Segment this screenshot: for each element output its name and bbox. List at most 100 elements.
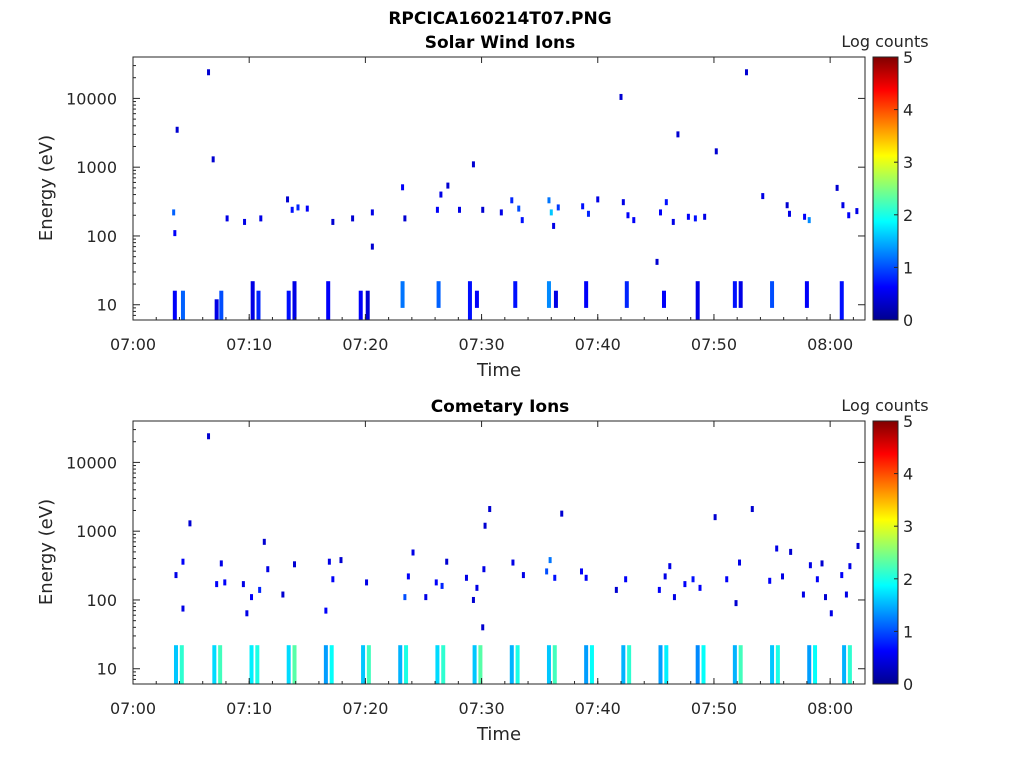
spectrogram-cell	[621, 199, 625, 206]
x-tick-label: 07:10	[226, 335, 272, 354]
spectrogram-cell	[181, 605, 185, 612]
spectrogram-cell	[841, 202, 845, 209]
spectrogram-band	[255, 645, 260, 684]
spectrogram-cell	[848, 563, 852, 570]
spectrogram-cell	[676, 131, 680, 138]
spectrogram-cell	[406, 573, 410, 580]
spectrogram-cell	[483, 522, 487, 529]
x-tick-label: 08:00	[807, 699, 853, 718]
spectrogram-cell	[663, 573, 667, 580]
spectrogram-cell	[175, 126, 179, 133]
spectrogram-cell	[446, 182, 450, 189]
colorbar-tick-label: 0	[903, 675, 913, 694]
spectrogram-band	[513, 281, 518, 308]
y-tick-label: 10	[97, 296, 117, 315]
x-tick-label: 07:40	[575, 335, 621, 354]
spectrogram-cell	[683, 581, 687, 588]
spectrogram-cell	[305, 205, 309, 212]
spectrogram-band	[180, 290, 185, 320]
x-axis: 07:00 07:10 07:20 07:30 07:40 07:50 08:00	[110, 421, 854, 718]
spectrogram-cell	[293, 561, 297, 568]
spectrogram-band	[621, 645, 626, 684]
spectrogram-cell	[266, 566, 270, 573]
spectrogram-cell	[548, 557, 552, 564]
spectrogram-band	[400, 281, 405, 308]
x-tick-label: 07:50	[691, 335, 737, 354]
x-tick-label: 07:40	[575, 699, 621, 718]
x-axis-label: Time	[476, 724, 521, 745]
spectrogram-cell	[787, 210, 791, 217]
x-tick-label: 07:20	[342, 699, 388, 718]
spectrogram-band	[627, 645, 632, 684]
spectrogram-band	[738, 645, 743, 684]
spectrogram-cell	[481, 624, 485, 631]
spectrogram-cell	[693, 215, 697, 222]
panel-title: Solar Wind Ions	[425, 33, 576, 53]
spectrogram-cell	[835, 184, 839, 191]
panel-title: Cometary Ions	[431, 397, 570, 417]
colorbar-tick-label: 4	[903, 465, 913, 484]
spectrogram-band	[738, 281, 743, 308]
spectrogram-band	[701, 645, 706, 684]
y-axis: 10 100 1000 10000	[66, 420, 865, 685]
spectrogram-band	[249, 645, 254, 684]
spectrogram-cell	[820, 560, 824, 567]
spectrogram-band	[326, 281, 331, 320]
spectrogram-cell	[584, 574, 588, 581]
spectrogram-band	[292, 281, 297, 320]
spectrogram-cell	[245, 610, 249, 617]
colorbar-tick-label: 0	[903, 311, 913, 330]
spectrogram-band	[366, 645, 371, 684]
spectrogram-band	[212, 645, 217, 684]
spectrogram-cell	[744, 69, 748, 76]
plot-area	[173, 433, 860, 684]
y-tick-label: 100	[86, 591, 117, 610]
spectrogram-band	[553, 290, 558, 308]
spectrogram-band	[365, 290, 370, 320]
spectrogram-band	[172, 290, 177, 320]
x-tick-label: 07:10	[226, 699, 272, 718]
spectrogram-cell	[703, 213, 707, 220]
x-tick-label: 07:30	[459, 335, 505, 354]
spectrogram-cell	[365, 579, 369, 586]
spectrogram-cell	[510, 197, 514, 204]
spectrogram-cell	[411, 549, 415, 556]
spectrogram-band	[218, 645, 223, 684]
spectrogram-cell	[262, 538, 266, 545]
y-tick-label: 10000	[66, 453, 117, 472]
spectrogram-band	[292, 645, 297, 684]
y-tick-label: 100	[86, 227, 117, 246]
colorbar	[872, 420, 899, 685]
spectrogram-band	[839, 281, 844, 320]
spectrogram-cell	[482, 566, 486, 573]
spectrogram-cell	[632, 217, 636, 224]
spectrogram-band	[398, 645, 403, 684]
spectrogram-cell	[581, 203, 585, 210]
spectrogram-cell	[738, 559, 742, 566]
x-tick-label: 07:50	[691, 699, 737, 718]
spectrogram-cell	[225, 215, 229, 222]
x-axis-label: Time	[476, 360, 521, 381]
spectrogram-band	[732, 645, 737, 684]
spectrogram-band	[286, 290, 291, 320]
spectrogram-band	[847, 645, 852, 684]
spectrogram-cell	[855, 208, 859, 215]
spectrogram-cell	[439, 191, 443, 198]
spectrogram-band	[173, 645, 178, 684]
spectrogram-cell	[181, 558, 185, 565]
spectrogram-cell	[327, 558, 331, 565]
colorbar-tick-label: 5	[903, 412, 913, 431]
spectrogram-cell	[290, 206, 294, 213]
spectrogram-cell	[339, 557, 343, 564]
spectrogram-band	[250, 281, 255, 320]
x-tick-label: 07:00	[110, 335, 156, 354]
spectrogram-cell	[223, 579, 227, 586]
spectrogram-cell	[545, 568, 549, 575]
spectrogram-band	[807, 645, 812, 684]
spectrogram-cell	[713, 514, 717, 521]
spectrogram-cell	[243, 218, 247, 225]
spectrogram-cell	[215, 581, 219, 588]
spectrogram-cell	[499, 209, 503, 216]
y-axis-label: Energy (eV)	[36, 135, 57, 241]
